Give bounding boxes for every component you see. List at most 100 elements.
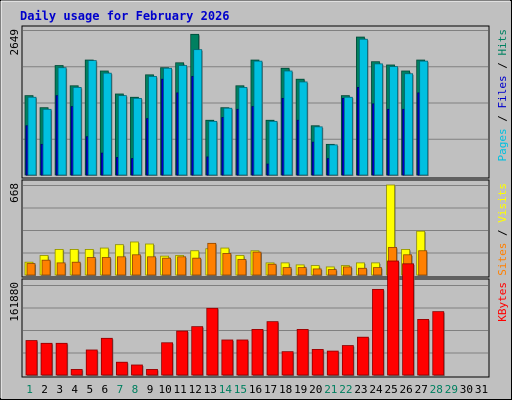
bar-sites-day-19: [297, 267, 307, 276]
bar-sites-day-21: [327, 269, 337, 276]
panel-2: 668 Sites / Visits: [8, 179, 509, 278]
bar-pages-day-2: [42, 108, 52, 176]
bar-kbytes-day-2: [40, 342, 53, 376]
day-axis: 1 2 3 4 5 6 7 8 9 10 11 12 13 14 15 16 17 18 19 20 21 22 23 24 2…: [26, 383, 488, 396]
y-max-label: 668: [8, 183, 21, 203]
bar-kbytes-day-9: [146, 369, 158, 376]
bar-kbytes-day-14: [221, 339, 234, 376]
y-max-label: 2649: [8, 29, 21, 56]
day-label: 9: [147, 383, 154, 396]
bar-sites-day-10: [162, 257, 171, 276]
bar-sites-day-17: [267, 263, 277, 276]
bar-pages-day-20: [313, 126, 323, 176]
day-label: 2: [41, 383, 48, 396]
bar-sites-day-9: [147, 256, 156, 276]
day-label: 10: [158, 383, 171, 396]
bar-sites-day-11: [177, 256, 187, 276]
bar-pages-day-17: [268, 120, 278, 176]
bar-kbytes-day-3: [55, 342, 68, 376]
bars: [24, 33, 429, 177]
day-label: 29: [445, 383, 458, 396]
day-label: 31: [475, 383, 488, 396]
bar-kbytes-day-22: [341, 345, 354, 376]
bar-pages-day-16: [253, 60, 263, 176]
day-label: 6: [102, 383, 109, 396]
series-label: KBytes: [496, 282, 509, 322]
series-label-part: Files: [496, 75, 509, 108]
bar-kbytes-day-20: [311, 349, 324, 376]
day-label: 8: [132, 383, 139, 396]
bar-kbytes-day-15: [236, 339, 249, 376]
day-label: 13: [204, 383, 217, 396]
bar-pages-day-23: [359, 38, 368, 176]
series-label: Pages / Files / Hits: [496, 29, 509, 162]
bar-kbytes-day-19: [296, 329, 309, 376]
day-label: 19: [294, 383, 307, 396]
series-label-part: Sites: [496, 243, 509, 276]
bar-kbytes-day-18: [281, 351, 294, 376]
bar-sites-day-3: [56, 262, 66, 276]
bar-sites-day-8: [132, 254, 141, 276]
bar-kbytes-day-4: [70, 369, 83, 376]
bar-kbytes-day-24: [372, 288, 384, 376]
bar-kbytes-day-12: [191, 326, 204, 376]
bar-pages-day-7: [117, 95, 127, 176]
bar-sites-day-4: [71, 261, 81, 276]
day-label: 18: [279, 383, 292, 396]
bar-pages-day-14: [223, 107, 233, 176]
bar-kbytes-day-10: [161, 342, 173, 376]
day-label: 16: [249, 383, 262, 396]
day-label: 14: [219, 383, 233, 396]
series-label-part: /: [496, 109, 509, 129]
day-label: 12: [189, 383, 202, 396]
bar-pages-day-13: [208, 120, 218, 176]
day-label: 22: [339, 383, 352, 396]
bar-pages-day-3: [57, 67, 67, 176]
bar-kbytes-day-6: [100, 337, 113, 376]
series-label: Sites / Visits: [496, 183, 509, 276]
bar-kbytes-day-23: [357, 336, 369, 376]
day-label: 4: [71, 383, 78, 396]
day-label: 24: [369, 383, 383, 396]
bar-kbytes-day-1: [25, 340, 38, 376]
day-label: 17: [264, 383, 277, 396]
bar-sites-day-20: [312, 268, 322, 276]
day-label: 15: [234, 383, 247, 396]
bar-pages-day-5: [87, 60, 97, 176]
day-label: 26: [400, 383, 413, 396]
bar-kbytes-day-25: [387, 260, 399, 376]
series-label-part: KBytes: [496, 282, 509, 322]
bar-kbytes-day-7: [115, 361, 128, 376]
bar-pages-day-19: [298, 81, 308, 176]
bar-pages-day-27: [419, 60, 429, 176]
bar-sites-day-24: [373, 267, 382, 276]
day-label: 3: [56, 383, 63, 396]
bar-pages-day-9: [148, 76, 157, 176]
day-label: 27: [415, 383, 428, 396]
bar-pages-day-22: [343, 96, 353, 176]
day-label: 21: [324, 383, 337, 396]
bar-pages-day-8: [133, 97, 142, 176]
bar-sites-day-18: [282, 267, 292, 276]
day-label: 5: [86, 383, 93, 396]
bar-kbytes-day-17: [266, 321, 279, 376]
bar-pages-day-10: [163, 67, 172, 176]
day-label: 7: [117, 383, 124, 396]
day-label: 20: [309, 383, 322, 396]
series-label-part: Visits: [496, 183, 509, 223]
bar-sites-day-1: [26, 263, 36, 276]
y-max-label: 161880: [8, 282, 21, 322]
bar-kbytes-day-16: [251, 329, 264, 376]
bar-kbytes-day-11: [176, 330, 189, 376]
bar-pages-day-25: [389, 66, 398, 176]
bar-kbytes-day-26: [402, 263, 415, 376]
bar-sites-day-7: [116, 256, 126, 276]
bar-pages-day-26: [404, 73, 414, 176]
bar-pages-day-18: [283, 70, 293, 176]
day-label: 25: [384, 383, 397, 396]
bar-pages-day-24: [374, 63, 383, 176]
bar-sites-day-15: [237, 259, 247, 276]
series-label-part: Hits: [496, 29, 509, 56]
day-label: 30: [460, 383, 473, 396]
